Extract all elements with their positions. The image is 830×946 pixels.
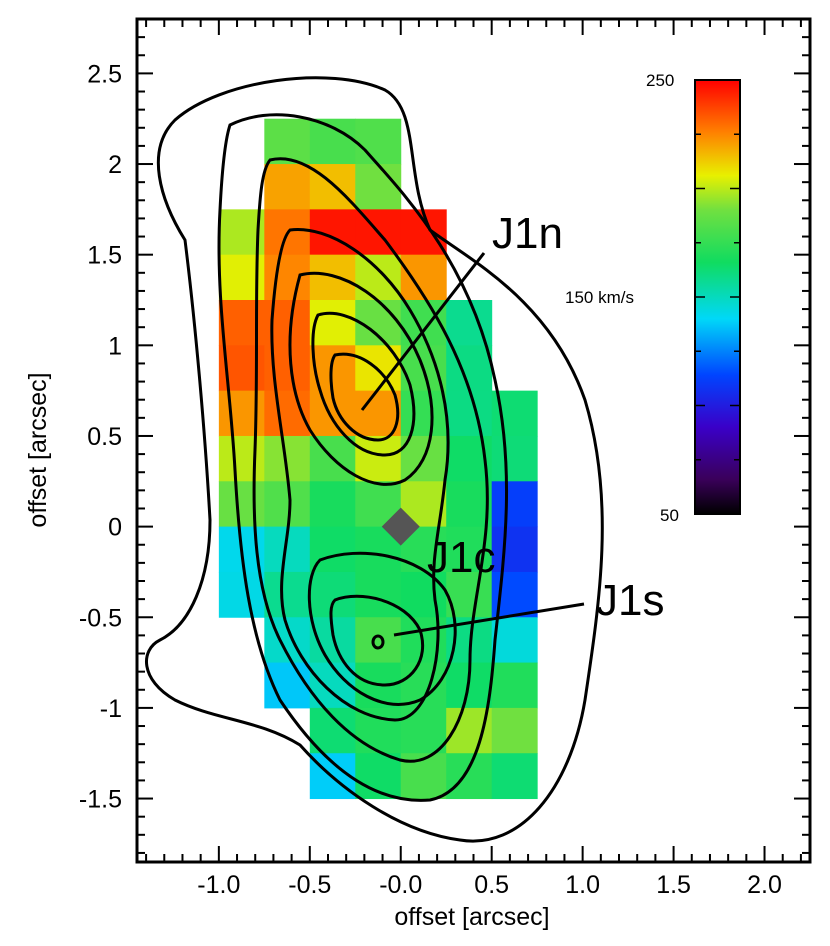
- label-j1c: J1c: [427, 533, 495, 582]
- velocity-pixel: [218, 435, 265, 482]
- velocity-pixel: [218, 390, 265, 437]
- leader-line-j1n: [360, 252, 486, 411]
- x-tick-label: 0.5: [474, 871, 509, 899]
- velocity-pixel: [309, 118, 356, 165]
- x-axis-title: offset [arcsec]: [394, 903, 549, 931]
- contour-level-4: [270, 228, 450, 722]
- velocity-pixel: [309, 300, 356, 346]
- colorbar-ticks: [695, 79, 740, 515]
- x-tick-label: 1.0: [565, 871, 600, 899]
- x-tick-label: -0.0: [379, 871, 422, 899]
- velocity-pixel: [491, 435, 538, 482]
- y-tick-label: 2.5: [87, 60, 122, 88]
- velocity-pixel: [400, 571, 447, 618]
- velocity-pixel: [264, 164, 311, 210]
- y-tick-label: 0: [108, 514, 122, 542]
- velocity-pixel: [491, 707, 538, 754]
- x-tick-label: -0.5: [288, 871, 331, 899]
- velocity-pixel: [218, 481, 265, 528]
- contour-level-6: [311, 311, 416, 457]
- contour-level-7: [329, 352, 400, 442]
- velocity-pixel: [355, 164, 402, 210]
- velocity-pixel: [355, 435, 402, 482]
- y-tick-label: -1.5: [79, 786, 122, 814]
- velocity-pixel: [400, 390, 447, 437]
- velocity-pixel: [355, 707, 402, 754]
- velocity-pixel: [446, 753, 493, 800]
- contour-level-1: [145, 76, 604, 843]
- velocity-pixel: [264, 662, 311, 709]
- velocity-pixel: [264, 481, 311, 528]
- velocity-pixel: [491, 617, 538, 664]
- y-tick-label: 2: [108, 151, 122, 179]
- contour-level-5: [288, 271, 434, 486]
- velocity-pixel: [446, 390, 493, 437]
- velocity-pixel: [218, 571, 265, 618]
- velocity-pixel: [355, 571, 402, 618]
- velocity-pixel: [446, 481, 493, 528]
- center-diamond-marker: [381, 507, 420, 546]
- velocity-pixel: [264, 254, 311, 301]
- velocity-pixel: [400, 254, 447, 301]
- axes: -1.0 -0.5 -0.0 0.5 1.0 1.5 2.0 -1.5 -1 -0.5 0 0.5 1 1…: [79, 17, 812, 899]
- x-tick-label: 1.5: [656, 871, 691, 899]
- contour-level-3: [252, 157, 489, 763]
- y-tick-label: -0.5: [79, 604, 122, 632]
- x-tick-label: 2.0: [747, 871, 782, 899]
- velocity-pixel: [264, 118, 311, 165]
- contour-south-2: [329, 594, 425, 687]
- velocity-pixel: [309, 254, 356, 301]
- velocity-pixel: [491, 753, 538, 800]
- contour-south-peak: [371, 634, 385, 650]
- velocity-pixel: [264, 571, 311, 618]
- y-tick-label: 1: [108, 332, 122, 360]
- velocity-pixel: [355, 254, 402, 301]
- colorbar-label-min: 50: [660, 506, 679, 525]
- leader-lines: [360, 252, 585, 637]
- colorbar-label-mid: 150 km/s: [565, 288, 634, 307]
- colorbar-label-max: 250: [646, 71, 674, 90]
- contour-south-1: [307, 551, 457, 706]
- y-axis-title: offset [arcsec]: [24, 372, 52, 527]
- y-tick-label: -1: [100, 695, 122, 723]
- velocity-pixel: [355, 118, 402, 165]
- markers: [381, 507, 420, 546]
- velocity-pixel: [309, 481, 356, 528]
- label-j1n: J1n: [492, 209, 563, 258]
- velocity-pixel: [491, 662, 538, 709]
- velocity-pixel: [355, 617, 402, 664]
- flux-contours: [145, 76, 604, 843]
- velocity-pixel: [491, 481, 538, 528]
- contour-level-2: [217, 113, 509, 802]
- velocity-pixel: [309, 571, 356, 618]
- leader-line-j1s: [393, 602, 585, 637]
- y-tick-label: 1.5: [87, 242, 122, 270]
- velocity-pixel: [491, 526, 538, 573]
- y-tick-label: 0.5: [87, 423, 122, 451]
- label-j1s: J1s: [596, 576, 664, 625]
- x-tick-label: -1.0: [197, 871, 240, 899]
